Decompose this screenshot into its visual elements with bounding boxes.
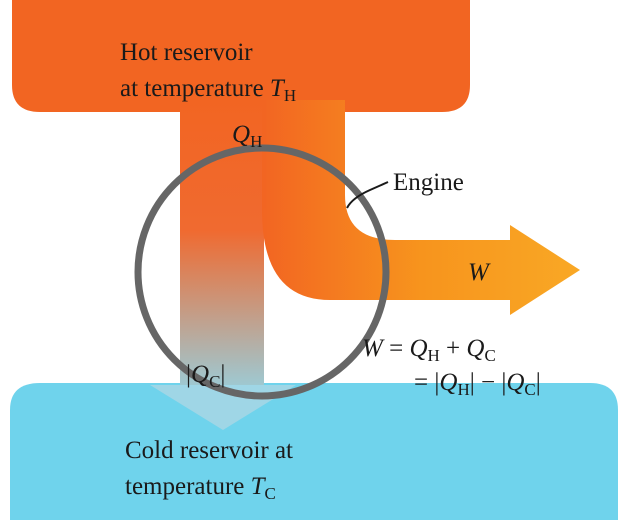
text-part: Engine xyxy=(393,169,464,196)
text-part: W xyxy=(362,335,385,362)
text-part: | xyxy=(470,369,475,396)
engine-label: Engine xyxy=(393,169,464,196)
equation-line1: W = QH + QC xyxy=(362,335,496,365)
cold-line2: temperature TC xyxy=(125,473,276,503)
text-part: = xyxy=(389,335,403,362)
heat-engine-diagram: Hot reservoir at temperature TH QH Engin… xyxy=(0,0,629,520)
stem-edge xyxy=(262,100,266,208)
text-part: C xyxy=(524,380,535,399)
hot-line2: at temperature TH xyxy=(120,75,296,105)
text-part: | xyxy=(220,361,225,388)
text-part: temperature xyxy=(125,473,244,500)
text-part: H xyxy=(250,132,262,151)
text-part: W xyxy=(468,259,491,286)
text-part: C xyxy=(484,346,495,365)
equation-line2: = |QH| − |QC| xyxy=(414,369,541,399)
text-part: Hot reservoir xyxy=(120,39,253,66)
text-part: Cold reservoir at xyxy=(125,437,293,464)
cold-line1: Cold reservoir at xyxy=(125,437,293,464)
text-part: H xyxy=(457,380,469,399)
text-part: Q xyxy=(232,121,250,148)
text-part: at temperature xyxy=(120,75,264,102)
text-part: + xyxy=(446,335,460,362)
heat-out: |QC| xyxy=(186,361,225,391)
text-part: C xyxy=(209,372,220,391)
text-part: − xyxy=(481,369,495,396)
text-part: Q xyxy=(466,335,484,362)
text-part: Q xyxy=(409,335,427,362)
text-part: | xyxy=(536,369,541,396)
text-part: = xyxy=(414,369,428,396)
text-part: Q xyxy=(506,369,524,396)
work-label: W xyxy=(468,259,491,286)
cold-reservoir xyxy=(10,383,618,520)
text-part: H xyxy=(428,346,440,365)
text-part: H xyxy=(284,86,296,105)
text-part: C xyxy=(265,484,276,503)
hot-line1: Hot reservoir xyxy=(120,39,253,66)
work-arrow xyxy=(262,100,580,315)
text-part: Q xyxy=(439,369,457,396)
text-part: Q xyxy=(191,361,209,388)
